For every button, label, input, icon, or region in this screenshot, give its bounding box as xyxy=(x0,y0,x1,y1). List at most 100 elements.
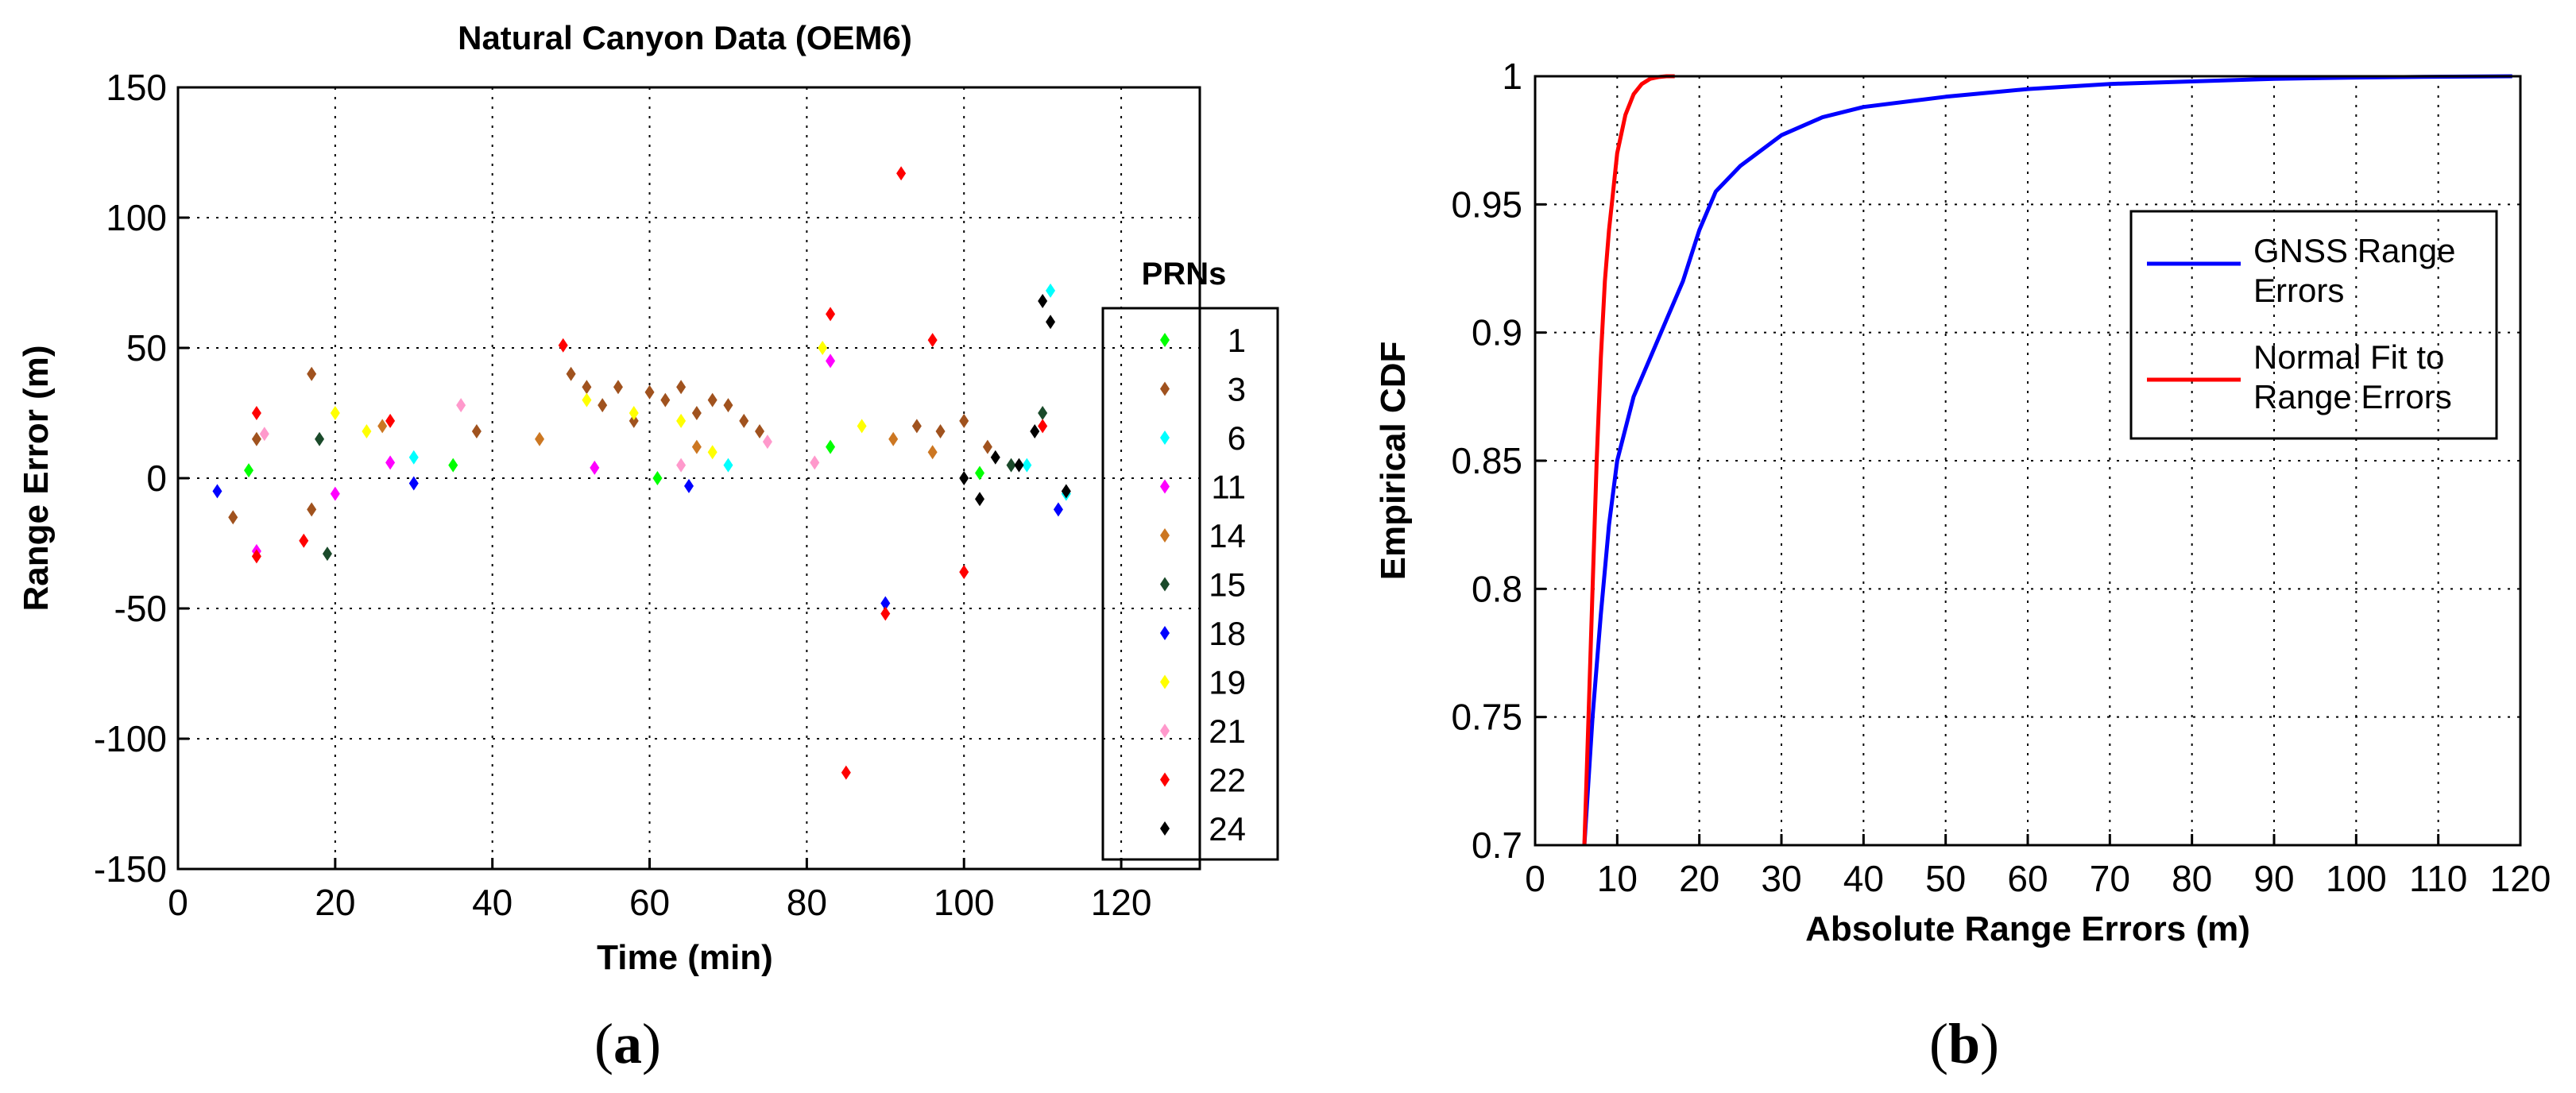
chart-b-ytick-label: 0.7 xyxy=(1472,825,1522,866)
chart-a-point-prn-15 xyxy=(1038,406,1048,420)
chart-a-legend-title: PRNs xyxy=(1142,257,1227,292)
chart-a-xtick-label: 100 xyxy=(934,882,995,923)
chart-a-point-prn-11 xyxy=(826,353,836,369)
chart-a-point-prn-1 xyxy=(244,463,254,478)
chart-a-point-prn-14 xyxy=(691,439,702,454)
chart-a-ytick-label: 150 xyxy=(106,67,167,108)
chart-a-point-prn-24 xyxy=(990,450,1000,465)
chart-a-point-prn-22 xyxy=(896,166,907,181)
chart-a-point-prn-11 xyxy=(330,486,340,501)
chart-b-legend-label-normal: Normal Fit to Range Errors xyxy=(2253,338,2452,415)
chart-a-legend-label-prn-18: 18 xyxy=(1209,615,1246,652)
chart-b-xtick-label: 120 xyxy=(2490,858,2551,899)
chart-a-point-prn-24 xyxy=(959,471,969,485)
chart-a-point-prn-15 xyxy=(315,431,325,446)
chart-a-point-prn-3 xyxy=(251,431,261,446)
chart-a-xtick-label: 20 xyxy=(315,882,355,923)
chart-a-legend-label-prn-21: 21 xyxy=(1209,713,1246,750)
chart-a-point-prn-18 xyxy=(684,478,694,493)
chart-a-xlabel: Time (min) xyxy=(597,938,773,977)
chart-a-point-prn-22 xyxy=(959,565,969,580)
chart-a-point-prn-24 xyxy=(1061,484,1071,499)
chart-b-xtick-label: 50 xyxy=(1925,858,1966,899)
chart-a-point-prn-15 xyxy=(1006,458,1016,473)
chart-a-xtick-label: 40 xyxy=(472,882,512,923)
chart-a-legend-label-prn-6: 6 xyxy=(1228,419,1246,457)
chart-a-point-prn-21 xyxy=(676,458,687,473)
chart-b-line-normal-fit xyxy=(1582,74,1675,846)
chart-a-point-prn-22 xyxy=(251,549,261,564)
chart-b-xtick-label: 100 xyxy=(2326,858,2387,899)
chart-a-point-prn-3 xyxy=(613,380,623,395)
chart-a-legend-label-prn-22: 22 xyxy=(1209,762,1246,799)
chart-a-ytick-label: -150 xyxy=(94,848,167,890)
chart-a-ytick-label: 50 xyxy=(126,327,167,369)
chart-b-ticks: 0 10 20 30 40 50 60 70 80 90 100 110 120 0.7 0.75 0.8 0.… xyxy=(1451,56,2551,899)
chart-b-ytick-label: 0.8 xyxy=(1472,568,1522,609)
chart-a-point-prn-19 xyxy=(857,419,867,434)
chart-b-ytick-label: 0.9 xyxy=(1472,312,1522,353)
chart-a-point-prn-21 xyxy=(456,398,466,413)
chart-a-point-prn-3 xyxy=(471,423,482,438)
chart-a: Natural Canyon Data (OEM6) 0 20 40 60 80 100 1… xyxy=(17,19,1279,1076)
chart-a-legend-marker-prn-3 xyxy=(1160,381,1170,396)
chart-a-point-prn-3 xyxy=(660,392,671,407)
chart-b-xtick-label: 60 xyxy=(2007,858,2048,899)
chart-a-point-prn-22 xyxy=(826,307,836,322)
chart-a-point-prn-22 xyxy=(927,333,938,348)
chart-a-ytick-label: -50 xyxy=(114,588,167,629)
chart-b-panel-label: (b) xyxy=(1929,1012,1999,1076)
chart-a-legend-marker-prn-22 xyxy=(1160,772,1170,787)
chart-a-point-prn-19 xyxy=(707,445,717,460)
chart-b-ytick-label: 0.85 xyxy=(1451,440,1522,481)
chart-a-point-prn-11 xyxy=(385,455,396,470)
chart-a-legend-marker-prn-24 xyxy=(1160,821,1170,836)
chart-b-ylabel: Empirical CDF xyxy=(1374,342,1413,581)
chart-a-point-prn-19 xyxy=(582,392,592,407)
chart-b-panel-letter: b xyxy=(1948,1012,1980,1076)
chart-a-ylabel: Range Error (m) xyxy=(17,346,56,612)
chart-a-legend-label-prn-11: 11 xyxy=(1211,469,1246,506)
chart-a-title: Natural Canyon Data (OEM6) xyxy=(458,19,912,56)
chart-a-legend-marker-prn-6 xyxy=(1160,431,1170,445)
chart-b-xlabel: Absolute Range Errors (m) xyxy=(1805,910,2250,948)
chart-a-point-prn-11 xyxy=(590,460,600,475)
chart-a-point-prn-6 xyxy=(408,450,419,465)
chart-a-point-prn-22 xyxy=(299,533,309,548)
chart-a-legend-label-prn-14: 14 xyxy=(1209,517,1246,554)
chart-a-point-prn-19 xyxy=(330,406,340,420)
chart-b: 0 10 20 30 40 50 60 70 80 90 100 110 120 0.7 0.75 0.8 0.… xyxy=(1374,56,2551,1076)
chart-a-point-prn-3 xyxy=(755,423,765,438)
chart-a-point-prn-3 xyxy=(691,406,702,420)
chart-a-point-prn-14 xyxy=(535,431,545,446)
chart-a-point-prn-6 xyxy=(1022,458,1032,473)
chart-a-point-prn-3 xyxy=(959,413,969,428)
chart-a-point-prn-3 xyxy=(582,380,592,395)
chart-a-point-prn-3 xyxy=(307,366,317,381)
chart-a-legend xyxy=(1101,307,1279,861)
chart-a-point-prn-22 xyxy=(558,338,568,353)
chart-a-point-prn-6 xyxy=(1046,283,1056,298)
chart-a-point-prn-1 xyxy=(652,471,663,485)
chart-a-point-prn-3 xyxy=(598,398,608,413)
chart-b-xtick-label: 80 xyxy=(2172,858,2212,899)
chart-b-lines xyxy=(1582,74,2512,846)
chart-a-point-prn-1 xyxy=(826,439,836,454)
chart-a-xtick-label: 60 xyxy=(629,882,670,923)
chart-a-legend-label-prn-24: 24 xyxy=(1209,810,1246,848)
chart-b-xtick-label: 0 xyxy=(1525,858,1545,899)
chart-a-point-prn-3 xyxy=(566,366,576,381)
chart-a-point-prn-14 xyxy=(888,431,899,446)
chart-a-point-prn-21 xyxy=(259,427,269,442)
chart-a-legend-marker-prn-14 xyxy=(1160,528,1170,543)
chart-a-legend-marker-prn-21 xyxy=(1160,724,1170,738)
chart-a-point-prn-3 xyxy=(935,423,946,438)
chart-a-point-prn-24 xyxy=(1030,423,1040,438)
chart-a-point-prn-18 xyxy=(880,596,891,611)
chart-a-point-prn-3 xyxy=(723,398,733,413)
chart-a-point-prn-24 xyxy=(1014,458,1024,473)
chart-a-point-prn-6 xyxy=(723,458,733,473)
chart-a-point-prn-22 xyxy=(880,606,891,621)
chart-b-xtick-label: 20 xyxy=(1679,858,1719,899)
